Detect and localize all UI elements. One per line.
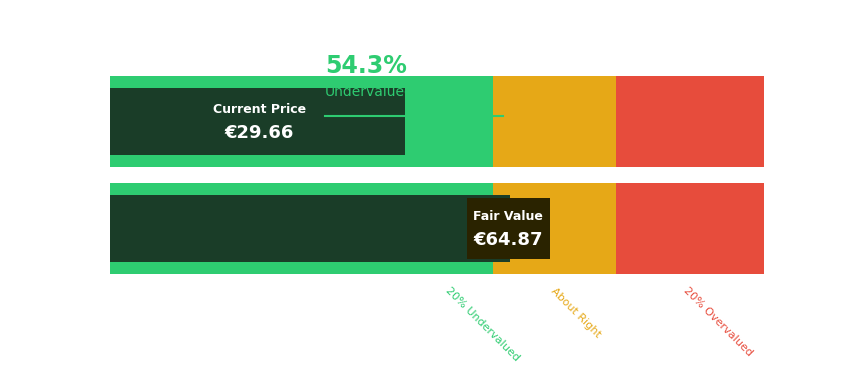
Text: Undervalued: Undervalued (325, 86, 413, 100)
Bar (466, 198, 549, 259)
Bar (110, 195, 509, 262)
Text: Current Price: Current Price (212, 103, 306, 117)
Bar (615, 76, 763, 167)
Text: Fair Value: Fair Value (473, 210, 543, 223)
Text: 20% Undervalued: 20% Undervalued (443, 285, 521, 363)
Text: 20% Overvalued: 20% Overvalued (681, 285, 753, 358)
Bar (492, 76, 615, 167)
Text: €29.66: €29.66 (224, 124, 294, 142)
Bar (110, 76, 492, 167)
Bar (110, 183, 492, 274)
Text: About Right: About Right (549, 285, 602, 339)
Bar (492, 183, 615, 274)
Bar (110, 76, 408, 167)
Text: €64.87: €64.87 (473, 231, 543, 249)
Text: 54.3%: 54.3% (325, 54, 406, 78)
Bar (110, 76, 492, 167)
Bar (615, 183, 763, 274)
Bar (110, 88, 405, 155)
Bar (492, 76, 615, 167)
Bar (615, 76, 763, 167)
